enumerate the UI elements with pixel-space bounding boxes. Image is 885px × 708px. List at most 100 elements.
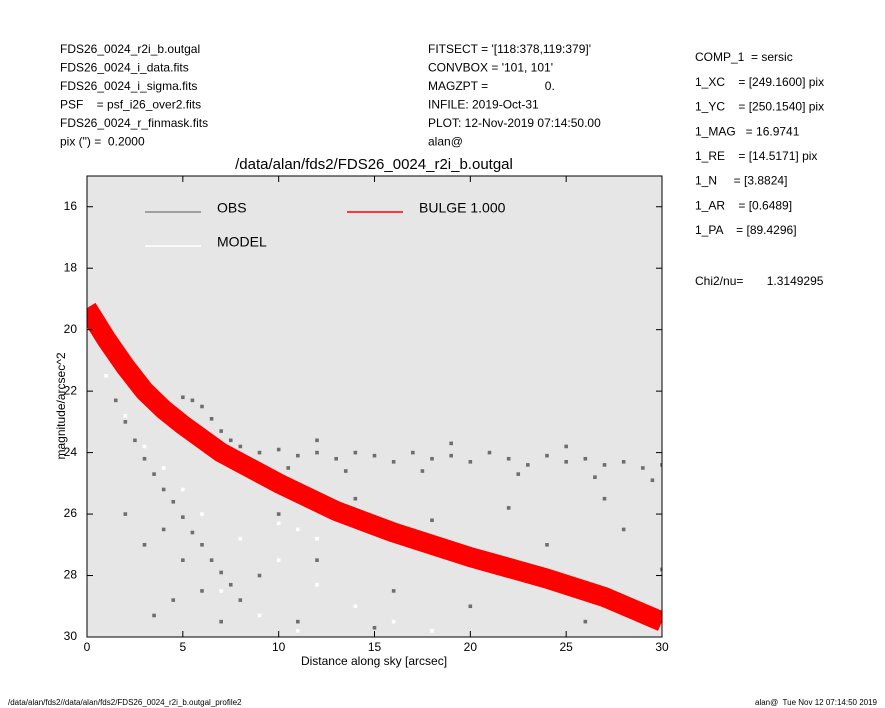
data-point [152, 613, 156, 618]
data-point [296, 453, 300, 458]
data-point [468, 460, 473, 464]
legend-label: MODEL [217, 234, 267, 250]
data-point [468, 604, 473, 609]
data-point [276, 447, 281, 452]
data-point [315, 536, 319, 541]
data-point [238, 444, 243, 449]
data-point [621, 527, 626, 532]
header-middle-line: INFILE: 2019-Oct-31 [428, 98, 539, 112]
data-point [257, 613, 262, 618]
data-point [391, 619, 396, 624]
legend-label: BULGE 1.000 [419, 200, 506, 216]
data-point [219, 619, 223, 624]
data-point [315, 438, 319, 443]
data-point [296, 619, 300, 624]
data-point [276, 521, 281, 526]
header-left-line: pix (") = 0.2000 [60, 135, 145, 149]
data-point [161, 466, 166, 470]
chart-title: /data/alan/fds2/FDS26_0024_r2i_b.outgal [235, 156, 513, 173]
x-tick-label: 10 [272, 640, 286, 654]
data-point [113, 398, 118, 403]
header-left-line: FDS26_0024_r_finmask.fits [60, 116, 208, 130]
data-point [276, 512, 281, 516]
data-point [142, 456, 147, 461]
data-point [602, 496, 607, 501]
plot-marks [87, 302, 662, 633]
data-point [315, 582, 319, 587]
data-point [315, 558, 319, 562]
data-point [411, 450, 415, 455]
data-point [228, 582, 233, 587]
fit-parameter: 1_PA = [89.4296] [695, 223, 797, 237]
y-tick-label: 24 [64, 445, 78, 459]
header-middle-line: PLOT: 12-Nov-2019 07:14:50.00 [428, 116, 601, 130]
data-point [372, 453, 377, 458]
fit-parameter: 1_RE = [14.5171] pix [695, 149, 817, 163]
data-point [286, 466, 291, 470]
data-point [343, 469, 348, 473]
fit-parameter: 1_XC = [249.1600] pix [695, 75, 824, 89]
data-point [104, 373, 108, 378]
data-point [564, 460, 568, 464]
fit-parameter: COMP_1 = sersic [695, 50, 793, 64]
data-point [506, 506, 511, 510]
bulge-band [87, 302, 662, 631]
data-point [660, 567, 662, 572]
data-point [430, 456, 434, 461]
chi2: Chi2/nu= 1.3149295 [695, 274, 824, 288]
header-left-line: FDS26_0024_r2i_b.outgal [60, 42, 200, 56]
x-tick-label: 25 [559, 640, 573, 654]
data-point [296, 629, 300, 633]
data-point [391, 589, 396, 593]
data-point [449, 441, 453, 446]
data-point [353, 450, 358, 455]
data-point [257, 450, 262, 455]
data-point [296, 527, 300, 532]
data-point [181, 395, 185, 400]
data-point [219, 570, 223, 575]
data-point [238, 536, 243, 541]
data-point [181, 515, 185, 519]
data-point [190, 398, 195, 403]
data-point [171, 499, 176, 504]
data-point [228, 438, 233, 443]
y-tick-label: 30 [64, 629, 78, 643]
data-point [133, 438, 137, 443]
footer-right: alan@ Tue Nov 12 07:14:50 2019 [755, 698, 878, 707]
fit-parameter: 1_AR = [0.6489] [695, 198, 792, 212]
header-middle-line: CONVBOX = '101, 101' [428, 61, 553, 75]
x-tick-label: 5 [179, 640, 186, 654]
data-point [430, 518, 434, 523]
data-point [123, 413, 128, 418]
data-point [142, 444, 147, 449]
y-tick-label: 28 [64, 568, 78, 582]
data-point [334, 456, 338, 461]
data-point [545, 543, 549, 547]
y-tick-label: 20 [64, 322, 78, 336]
data-point [583, 619, 588, 624]
header-left-line: PSF = psf_i26_over2.fits [60, 98, 201, 112]
data-point [276, 558, 281, 562]
header-middle-line: FITSECT = '[118:378,119:379]' [428, 42, 591, 56]
data-point [583, 456, 588, 461]
data-point [602, 463, 607, 467]
data-point [449, 453, 453, 458]
legend-label: OBS [217, 200, 247, 216]
footer-left: /data/alan/fds2//data/alan/fds2/FDS26_00… [8, 698, 242, 707]
data-point [200, 543, 204, 547]
data-point [660, 463, 662, 467]
header-middle-line: MAGZPT = 0. [428, 79, 555, 93]
data-point [526, 463, 530, 467]
x-tick-label: 30 [655, 640, 669, 654]
x-axis-label: Distance along sky [arcsec] [301, 654, 447, 668]
data-point [353, 496, 358, 501]
data-point [152, 472, 156, 476]
data-point [621, 460, 626, 464]
data-point [516, 472, 521, 476]
data-point [219, 429, 223, 433]
fit-parameter: 1_N = [3.8824] [695, 174, 787, 188]
data-point [420, 469, 425, 473]
data-point [315, 450, 319, 455]
data-point [142, 543, 147, 547]
